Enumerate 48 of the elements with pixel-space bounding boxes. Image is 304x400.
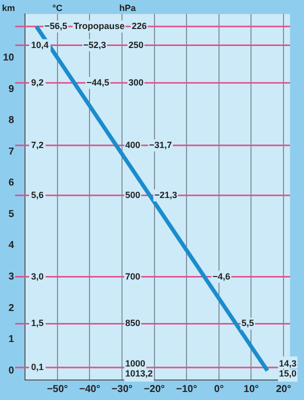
x-tick-label: 10° <box>244 384 259 395</box>
y-axis-title: km <box>2 2 16 13</box>
y-tick-label: 5 <box>8 208 15 220</box>
annotation: 1000 <box>125 358 146 368</box>
annotation: −56,5 <box>44 20 68 31</box>
ref-line-label: 3,0 <box>31 271 44 282</box>
y2-axis-title: hPa <box>119 2 137 13</box>
x-tick-label: 20° <box>276 384 292 395</box>
x-tick-label: −20° <box>144 384 165 395</box>
x-tick-label: −10° <box>176 384 198 395</box>
y-tick-label: 8 <box>8 115 15 126</box>
annotation: −4,6 <box>212 271 230 282</box>
ref-line-label: 1,5 <box>31 318 44 328</box>
annotation: −52,3 <box>83 40 106 50</box>
y-tick-label: 1 <box>8 334 15 346</box>
ref-line-label: 5,6 <box>31 190 44 200</box>
y-tick-label: 10 <box>3 52 15 64</box>
annotation: −21,3 <box>154 190 178 200</box>
x-tick-label: −50° <box>46 384 68 395</box>
annotation: 500 <box>125 190 140 200</box>
ref-line-label: 0,1 <box>31 362 44 372</box>
y-tick-label: 3 <box>8 272 15 283</box>
annotation: 14,3 <box>279 358 297 368</box>
y-tick-label: 4 <box>8 240 15 252</box>
annotation: −31,7 <box>149 140 172 150</box>
x-tick-label: −30° <box>112 384 133 395</box>
annotation: 15,0 <box>279 368 297 379</box>
ref-line-label: 7,2 <box>31 140 44 150</box>
annotation: 850 <box>125 318 140 328</box>
annotation: 300 <box>128 77 144 88</box>
y-tick-label: 2 <box>8 302 15 314</box>
annotation: 700 <box>125 271 140 282</box>
y-tick-label: 6 <box>8 178 15 189</box>
annotation: Tropopause <box>74 20 125 31</box>
annotation: 400 <box>125 140 140 150</box>
annotation: −44,5 <box>86 77 110 88</box>
annotation: 250 <box>128 40 144 50</box>
y-tick-label: 9 <box>8 84 15 95</box>
y-tick-label: 7 <box>8 146 15 158</box>
x-tick-label: −40° <box>79 384 100 395</box>
x-tick-label: 0° <box>214 384 224 395</box>
x-axis-title: °C <box>52 2 63 13</box>
annotation: 5,5 <box>242 318 254 328</box>
ref-line-label: 10,4 <box>31 40 49 50</box>
y-tick-label: 0 <box>8 365 15 376</box>
annotation: 226 <box>132 20 147 31</box>
ref-line-label: 9,2 <box>31 77 44 88</box>
annotation: 1013,2 <box>125 368 153 379</box>
